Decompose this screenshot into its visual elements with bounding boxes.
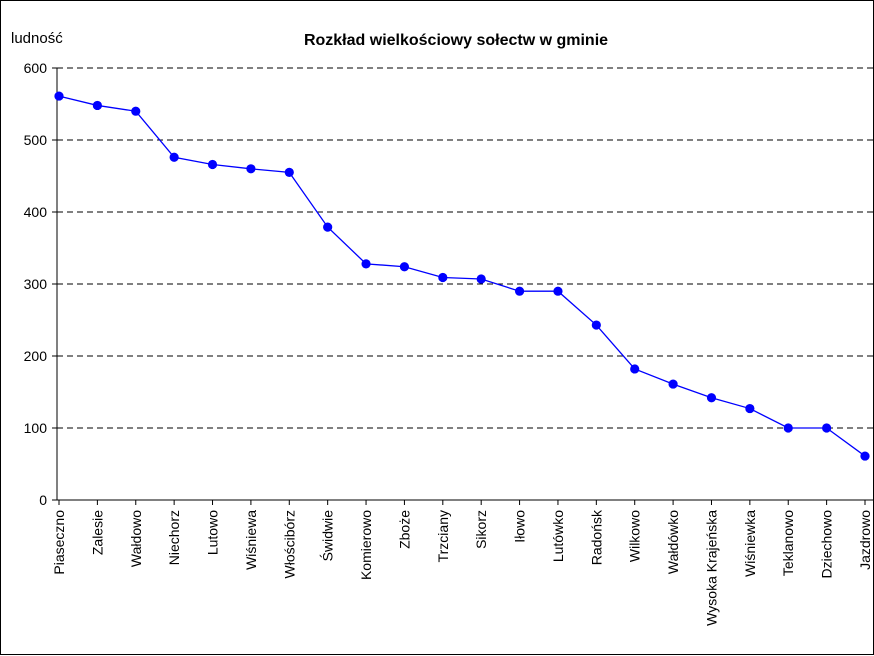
x-category-label-11: Sikorz bbox=[473, 510, 489, 549]
y-tick-label-100: 100 bbox=[24, 420, 48, 436]
data-point-14 bbox=[592, 320, 601, 329]
x-category-label-4: Lutowo bbox=[205, 510, 221, 555]
chart-title: Rozkład wielkościowy sołectw w gminie bbox=[304, 32, 608, 49]
data-point-21 bbox=[860, 451, 869, 460]
data-point-9 bbox=[400, 262, 409, 271]
x-category-label-3: Niechorz bbox=[166, 510, 182, 565]
x-category-label-14: Radońsk bbox=[588, 509, 604, 565]
x-category-labels: Piaseczno Zalesie Wałdowo Niechorz Lutowo Wiś… bbox=[51, 509, 873, 626]
x-category-label-16: Wałdówko bbox=[665, 510, 681, 574]
y-tick-label-0: 0 bbox=[39, 492, 47, 508]
data-point-3 bbox=[170, 153, 179, 162]
x-category-label-15: Wilkowo bbox=[627, 510, 643, 562]
gridlines bbox=[57, 68, 874, 428]
axes bbox=[52, 68, 874, 505]
data-point-8 bbox=[361, 259, 370, 268]
x-category-label-17: Wysoka Krajeńska bbox=[703, 510, 719, 626]
data-point-17 bbox=[707, 393, 716, 402]
y-tick-label-500: 500 bbox=[24, 132, 48, 148]
x-category-label-19: Teklanowo bbox=[780, 510, 796, 576]
x-category-label-12: Iłowo bbox=[512, 510, 528, 543]
series-line-0 bbox=[59, 96, 865, 456]
data-point-7 bbox=[323, 223, 332, 232]
data-point-0 bbox=[54, 91, 63, 100]
x-category-label-7: Świdwie bbox=[319, 510, 336, 562]
x-category-label-10: Trzciany bbox=[435, 510, 451, 562]
x-category-label-9: Zboże bbox=[396, 510, 412, 549]
data-point-20 bbox=[822, 423, 831, 432]
x-category-label-2: Wałdowo bbox=[128, 510, 144, 567]
data-point-1 bbox=[93, 101, 102, 110]
data-point-11 bbox=[477, 274, 486, 283]
x-category-label-21: Jazdrowo bbox=[857, 510, 873, 570]
x-category-label-13: Lutówko bbox=[550, 510, 566, 562]
data-point-13 bbox=[553, 287, 562, 296]
data-point-4 bbox=[208, 160, 217, 169]
x-category-label-1: Zalesie bbox=[89, 510, 105, 555]
y-axis-label: ludność bbox=[11, 30, 63, 47]
data-point-10 bbox=[438, 273, 447, 282]
y-tick-label-300: 300 bbox=[24, 276, 48, 292]
data-point-16 bbox=[668, 379, 677, 388]
data-point-12 bbox=[515, 287, 524, 296]
x-category-label-18: Wiśniewka bbox=[742, 510, 758, 577]
data-point-2 bbox=[131, 107, 140, 116]
data-point-18 bbox=[745, 404, 754, 413]
x-category-label-8: Komierowo bbox=[358, 510, 374, 580]
series-line bbox=[54, 91, 869, 460]
x-category-label-6: Włościbórz bbox=[281, 510, 297, 578]
data-point-19 bbox=[784, 423, 793, 432]
y-tick-label-600: 600 bbox=[24, 60, 48, 76]
y-tick-label-200: 200 bbox=[24, 348, 48, 364]
data-point-6 bbox=[285, 168, 294, 177]
x-category-label-20: Dziechowo bbox=[819, 510, 835, 579]
data-point-5 bbox=[246, 164, 255, 173]
y-tick-labels: 0 100 200 300 400 500 600 bbox=[24, 60, 48, 508]
data-point-15 bbox=[630, 364, 639, 373]
x-category-label-0: Piaseczno bbox=[51, 510, 67, 575]
y-tick-label-400: 400 bbox=[24, 204, 48, 220]
x-category-label-5: Wiśniewa bbox=[243, 510, 259, 570]
